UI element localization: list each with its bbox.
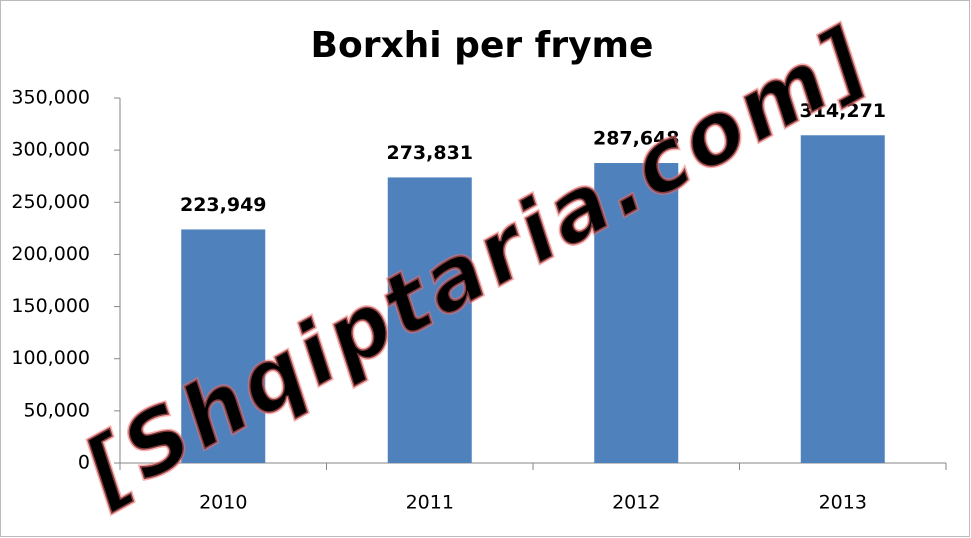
x-tick-label: 2010 bbox=[199, 492, 247, 514]
x-tick-label: 2011 bbox=[406, 492, 454, 514]
y-tick-label: 50,000 bbox=[24, 399, 90, 421]
bar bbox=[181, 229, 266, 463]
x-tick-label: 2012 bbox=[612, 492, 660, 514]
y-tick-label: 350,000 bbox=[11, 87, 90, 109]
value-label: 314,271 bbox=[799, 100, 886, 122]
y-tick-label: 150,000 bbox=[11, 295, 90, 317]
chart-title: Borxhi per fryme bbox=[311, 25, 654, 66]
bar bbox=[800, 135, 885, 463]
value-label: 287,648 bbox=[593, 128, 680, 150]
y-tick-label: 250,000 bbox=[11, 191, 90, 213]
y-tick-label: 0 bbox=[78, 452, 90, 474]
y-tick-label: 300,000 bbox=[11, 139, 90, 161]
value-label: 273,831 bbox=[386, 142, 473, 164]
x-tick-label: 2013 bbox=[819, 492, 867, 514]
bar bbox=[594, 163, 679, 463]
y-tick-label: 200,000 bbox=[11, 243, 90, 265]
bar bbox=[387, 177, 472, 463]
y-tick-label: 100,000 bbox=[11, 347, 90, 369]
value-label: 223,949 bbox=[180, 194, 267, 216]
